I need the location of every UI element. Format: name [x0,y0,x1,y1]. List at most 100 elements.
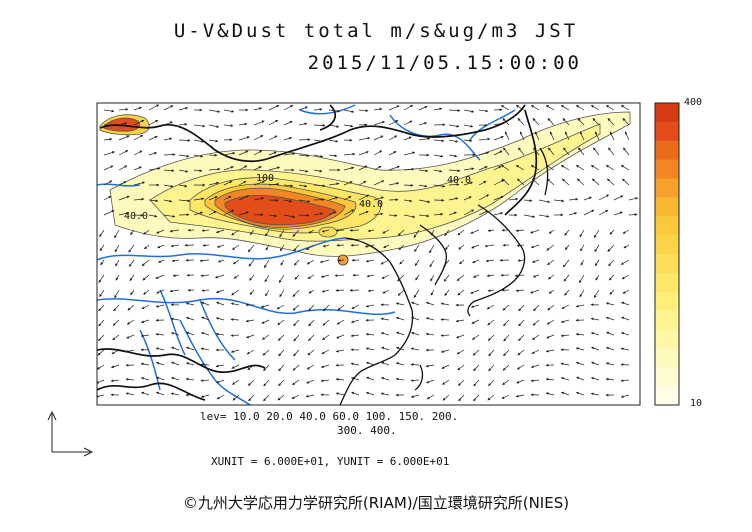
wind-vector [247,364,255,371]
wind-vector [114,289,120,299]
wind-vector [463,209,475,216]
wind-vector [365,391,375,396]
wind-vector [118,108,129,111]
wind-vector [114,244,120,253]
wind-vector [534,131,540,141]
wind-vector [133,181,146,186]
wind-vector [575,332,585,336]
wind-vector [292,379,300,385]
wind-vector [579,274,585,284]
wind-vector [133,197,145,201]
wind-vector [373,196,385,201]
wind-vector [313,108,323,111]
wind-vector [293,349,300,357]
wind-vector [292,364,300,371]
wind-vector [118,195,130,201]
wind-vector [277,319,285,326]
wind-vector [313,169,323,173]
colorbar-band [655,348,679,368]
wind-vector [478,151,490,156]
wind-vector [560,362,570,366]
colorbar-min-label: 10 [690,398,703,409]
wind-vector [265,244,270,251]
wind-vector [442,394,450,401]
wind-vector [403,104,414,111]
wind-vector [441,364,450,369]
wind-vector [364,244,375,248]
wind-vector [403,167,415,171]
wind-vector [457,229,465,236]
wind-vector [530,379,540,383]
wind-vector [223,109,235,113]
wind-vector [115,259,120,267]
wind-vector [144,244,150,250]
wind-vector [508,197,519,201]
wind-vector [98,334,105,342]
wind-vector [493,195,504,201]
wind-vector [414,244,420,252]
wind-vector [605,165,615,171]
wind-vector [199,259,210,263]
wind-vector [398,244,405,251]
wind-vector [517,259,525,262]
wind-vector [591,346,600,351]
contour-label: 100 [256,173,274,184]
wind-vector [276,304,285,310]
wind-vector [193,124,206,128]
wind-vector [440,334,450,337]
wind-vector [323,304,330,312]
wind-vector [388,105,400,111]
wind-vector [530,229,540,234]
wind-vector [532,118,540,126]
wind-vector [307,274,315,279]
wind-vector [532,334,540,340]
wind-vector [335,377,345,381]
wind-vector [395,346,405,351]
wind-vector [118,122,128,126]
wind-vector [148,119,159,126]
wind-vector [170,376,180,381]
wind-vector [238,195,250,201]
wind-vector [473,379,480,387]
wind-vector [262,334,270,340]
wind-vector [156,289,165,294]
wind-vector [279,289,285,298]
wind-vector [156,391,165,396]
wind-vector [487,229,495,232]
wind-vector [238,211,249,216]
wind-vector [473,364,480,372]
contour-label: 40.0 [124,211,148,222]
wind-vector [367,229,375,233]
wind-vector [200,331,210,336]
wind-vector [280,244,285,252]
wind-vector [261,319,270,324]
wind-vector [575,105,585,111]
wind-vector [230,302,240,306]
wind-vector [593,229,600,238]
wind-vector [155,347,165,351]
wind-vector [214,274,225,279]
wind-vector [320,364,330,369]
wind-vector [561,391,570,396]
wind-vector [129,274,135,282]
wind-vector [143,229,150,235]
wind-vector [141,391,150,396]
wind-vector [395,362,405,366]
wind-vector [440,318,450,321]
wind-vector [268,104,280,111]
wind-vector [388,165,400,171]
wind-vector [215,332,225,336]
wind-vector [576,376,585,381]
wind-vector [523,214,536,218]
wind-vector [125,392,135,396]
wind-vector [463,167,475,171]
wind-vector [517,349,525,356]
wind-vector [590,165,600,171]
wind-vector [418,105,428,111]
wind-vector [321,289,330,293]
wind-vector [238,136,250,141]
wind-vector [463,181,474,186]
wind-vector [575,165,585,171]
wind-vector [564,289,570,296]
wind-vector [232,379,240,385]
